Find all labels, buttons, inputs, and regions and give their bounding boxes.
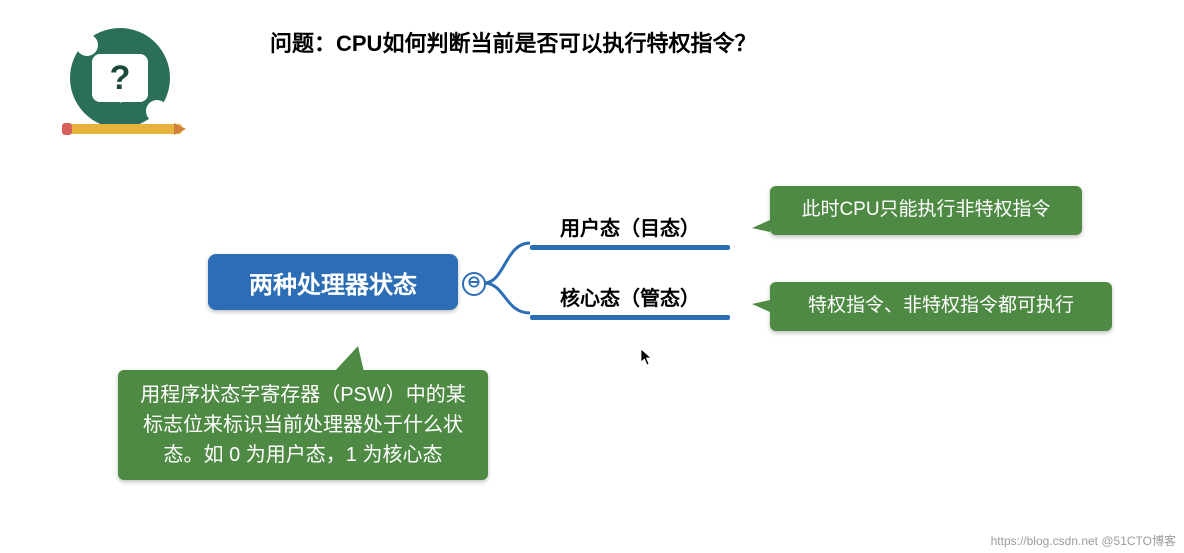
question-text: 问题：CPU如何判断当前是否可以执行特权指令？ (270, 26, 756, 58)
branch-kernel-mode[interactable]: 核心态（管态） (530, 282, 730, 320)
branch-user-mode[interactable]: 用户态（目态） (530, 212, 730, 250)
branch-label: 用户态（目态） (530, 212, 730, 245)
callout-tail-icon (752, 300, 770, 312)
mouse-cursor-icon (640, 348, 654, 371)
callout-user-mode: 此时CPU只能执行非特权指令 (770, 186, 1082, 235)
callout-root-desc: 用程序状态字寄存器（PSW）中的某标志位来标识当前处理器处于什么状态。如 0 为… (118, 370, 488, 480)
callout-kernel-mode: 特权指令、非特权指令都可执行 (770, 282, 1112, 331)
branch-underline (530, 315, 730, 320)
pencil-icon (66, 124, 182, 134)
watermark-text: https://blog.csdn.net @51CTO博客 (991, 532, 1176, 549)
mindmap-root-node[interactable]: 两种处理器状态 (208, 254, 458, 310)
branch-label: 核心态（管态） (530, 282, 730, 315)
collapse-toggle-icon[interactable]: ⊖ (462, 272, 486, 296)
branch-underline (530, 245, 730, 250)
question-badge-icon: ? (70, 28, 178, 136)
slide-stage: ? 问题：CPU如何判断当前是否可以执行特权指令？ 两种处理器状态 ⊖ 用户态（… (0, 0, 1184, 553)
question-mark-icon: ? (92, 54, 148, 102)
callout-tail-icon (334, 346, 364, 372)
callout-tail-icon (752, 220, 770, 232)
